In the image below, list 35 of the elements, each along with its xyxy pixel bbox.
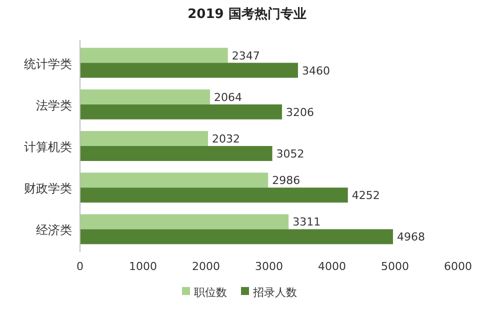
bar [80,89,210,104]
x-tick-label: 1000 [129,260,157,273]
x-tick-label: 3000 [255,260,283,273]
legend-label: 招录人数 [252,286,297,299]
legend-label: 职位数 [194,286,227,299]
y-tick-label: 经济类 [36,223,72,238]
y-tick-label: 计算机类 [24,140,72,154]
x-tick-label: 4000 [318,260,346,273]
x-tick-label: 5000 [381,260,409,273]
bar [80,188,348,203]
data-label: 2032 [212,132,240,146]
bar [80,172,268,188]
data-label: 4252 [352,189,380,202]
data-label: 2986 [272,174,300,188]
bar [80,229,393,244]
bar [80,104,282,120]
x-tick-label: 2000 [192,260,220,273]
y-tick-label: 财政学类 [24,182,72,196]
data-label: 2064 [214,90,242,104]
data-label: 4968 [396,230,425,244]
chart-title: 2019 国考热门专业 [188,6,306,22]
bar [80,131,208,146]
bar [80,214,289,230]
data-label: 3052 [276,147,304,160]
y-tick-label: 统计学类 [24,56,72,71]
bar [80,48,228,63]
y-tick-label: 法学类 [36,98,72,112]
bar [80,146,272,161]
bar [80,62,298,78]
x-tick-label: 6000 [444,260,472,273]
x-tick-label: 0 [76,260,84,273]
data-label: 2347 [232,49,260,62]
data-label: 3460 [302,64,330,78]
data-label: 3311 [292,216,321,229]
data-label: 3206 [286,106,314,119]
